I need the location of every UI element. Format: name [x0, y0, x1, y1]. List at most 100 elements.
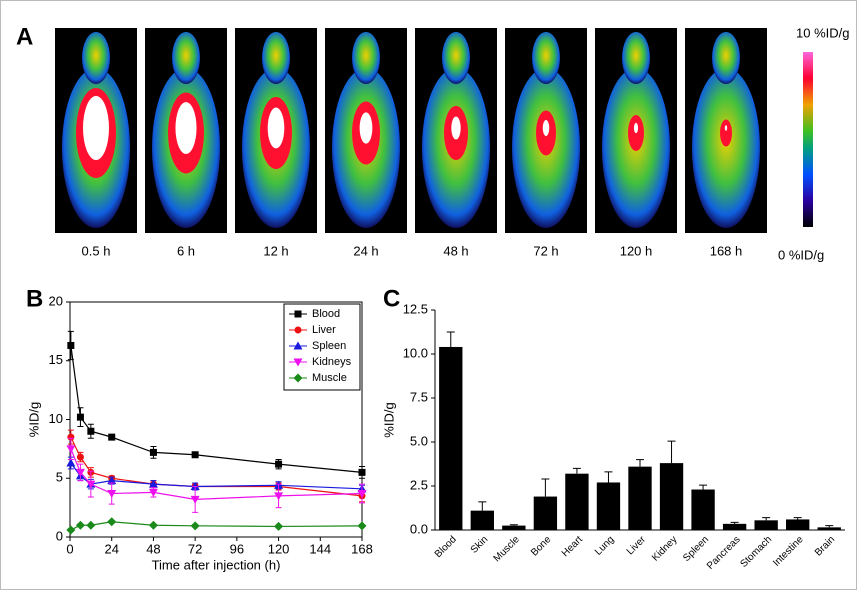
- marker: [148, 479, 158, 488]
- scan-head: [622, 32, 650, 84]
- panel-label: A: [16, 23, 33, 50]
- marker: [66, 445, 76, 454]
- marker: [76, 453, 84, 461]
- marker: [107, 490, 117, 499]
- legend-label: Blood: [312, 308, 340, 320]
- error-bar: [604, 471, 613, 483]
- x-tick-label: Brain: [813, 534, 837, 558]
- x-tick-label: 24: [104, 541, 118, 556]
- y-tick-label: 0: [56, 528, 63, 543]
- time-label: 120 h: [620, 243, 653, 258]
- x-tick-label: 48: [146, 541, 160, 556]
- y-tick-label: 0.0: [410, 521, 428, 536]
- bar: [659, 463, 684, 530]
- marker: [190, 521, 200, 531]
- marker: [191, 451, 199, 459]
- error-bar: [509, 524, 518, 526]
- scan-core: [633, 122, 639, 134]
- error-bar: [636, 459, 644, 467]
- x-tick-label: Kidney: [650, 534, 679, 563]
- x-tick-label: 120: [268, 541, 290, 556]
- time-label: 168 h: [710, 243, 743, 258]
- marker: [67, 341, 75, 349]
- bar: [502, 525, 526, 530]
- scan-core: [175, 102, 197, 154]
- colorbar: [803, 52, 813, 227]
- marker: [294, 326, 302, 334]
- marker: [66, 458, 76, 467]
- marker: [76, 413, 84, 421]
- marker: [87, 427, 95, 435]
- panel-label: C: [383, 285, 400, 312]
- colorbar-min: 0 %ID/g: [778, 247, 824, 262]
- error-bar: [730, 521, 739, 524]
- error-bar: [572, 467, 581, 474]
- marker: [148, 520, 158, 530]
- y-tick-label: 20: [49, 293, 63, 308]
- marker: [107, 517, 117, 527]
- y-tick-label: 2.5: [410, 477, 428, 492]
- x-tick-label: Liver: [625, 534, 649, 558]
- marker: [86, 520, 96, 530]
- x-tick-label: Muscle: [492, 534, 522, 564]
- scan-core: [724, 125, 728, 131]
- scan-hotspot: [720, 119, 732, 147]
- error-bar: [699, 484, 708, 490]
- marker: [274, 492, 284, 501]
- scan-body: [692, 68, 760, 228]
- x-tick-label: Intestine: [771, 534, 806, 569]
- y-tick-label: 5: [56, 470, 63, 485]
- error-bar: [541, 478, 550, 497]
- marker: [293, 341, 303, 350]
- x-tick-label: Heart: [560, 534, 585, 559]
- y-tick-label: 10.0: [403, 345, 428, 360]
- y-axis-label: %ID/g: [26, 402, 41, 437]
- error-bar: [446, 331, 455, 347]
- bar: [470, 510, 494, 530]
- marker: [149, 448, 157, 456]
- bar: [565, 473, 589, 530]
- scan-head: [352, 32, 380, 84]
- marker: [148, 488, 158, 497]
- error-bar: [478, 501, 487, 511]
- bar: [786, 519, 810, 530]
- scan-head: [532, 32, 560, 84]
- y-axis-label: %ID/g: [381, 402, 396, 437]
- scan-core: [359, 112, 373, 144]
- series-line: [70, 448, 363, 501]
- marker: [190, 495, 200, 504]
- marker: [357, 490, 367, 499]
- marker: [275, 460, 283, 468]
- x-tick-label: Bone: [529, 534, 554, 559]
- legend-label: Kidneys: [312, 356, 352, 368]
- legend-label: Muscle: [312, 372, 347, 384]
- time-label: 72 h: [533, 243, 558, 258]
- panel-label: B: [26, 285, 43, 312]
- bar: [817, 527, 841, 530]
- x-tick-label: 72: [188, 541, 202, 556]
- scan-head: [82, 32, 110, 84]
- marker: [107, 476, 117, 485]
- legend-label: Spleen: [312, 340, 346, 352]
- bar: [628, 466, 652, 530]
- colorbar-max: 10 %ID/g: [796, 25, 849, 40]
- x-tick-label: 96: [230, 541, 244, 556]
- time-label: 48 h: [443, 243, 468, 258]
- scan-head: [442, 32, 470, 84]
- marker: [358, 468, 366, 476]
- bar: [691, 489, 715, 530]
- scan-core: [83, 96, 109, 160]
- y-tick-label: 10: [49, 411, 63, 426]
- y-tick-label: 12.5: [403, 301, 428, 316]
- time-label: 12 h: [263, 243, 288, 258]
- marker: [86, 480, 96, 489]
- x-tick-label: Stomach: [738, 534, 774, 570]
- bar: [439, 346, 463, 530]
- x-tick-label: Lung: [593, 534, 617, 558]
- marker: [66, 525, 76, 535]
- y-tick-label: 7.5: [410, 389, 428, 404]
- error-bar: [667, 440, 676, 464]
- marker: [294, 310, 302, 318]
- scan-head: [262, 32, 290, 84]
